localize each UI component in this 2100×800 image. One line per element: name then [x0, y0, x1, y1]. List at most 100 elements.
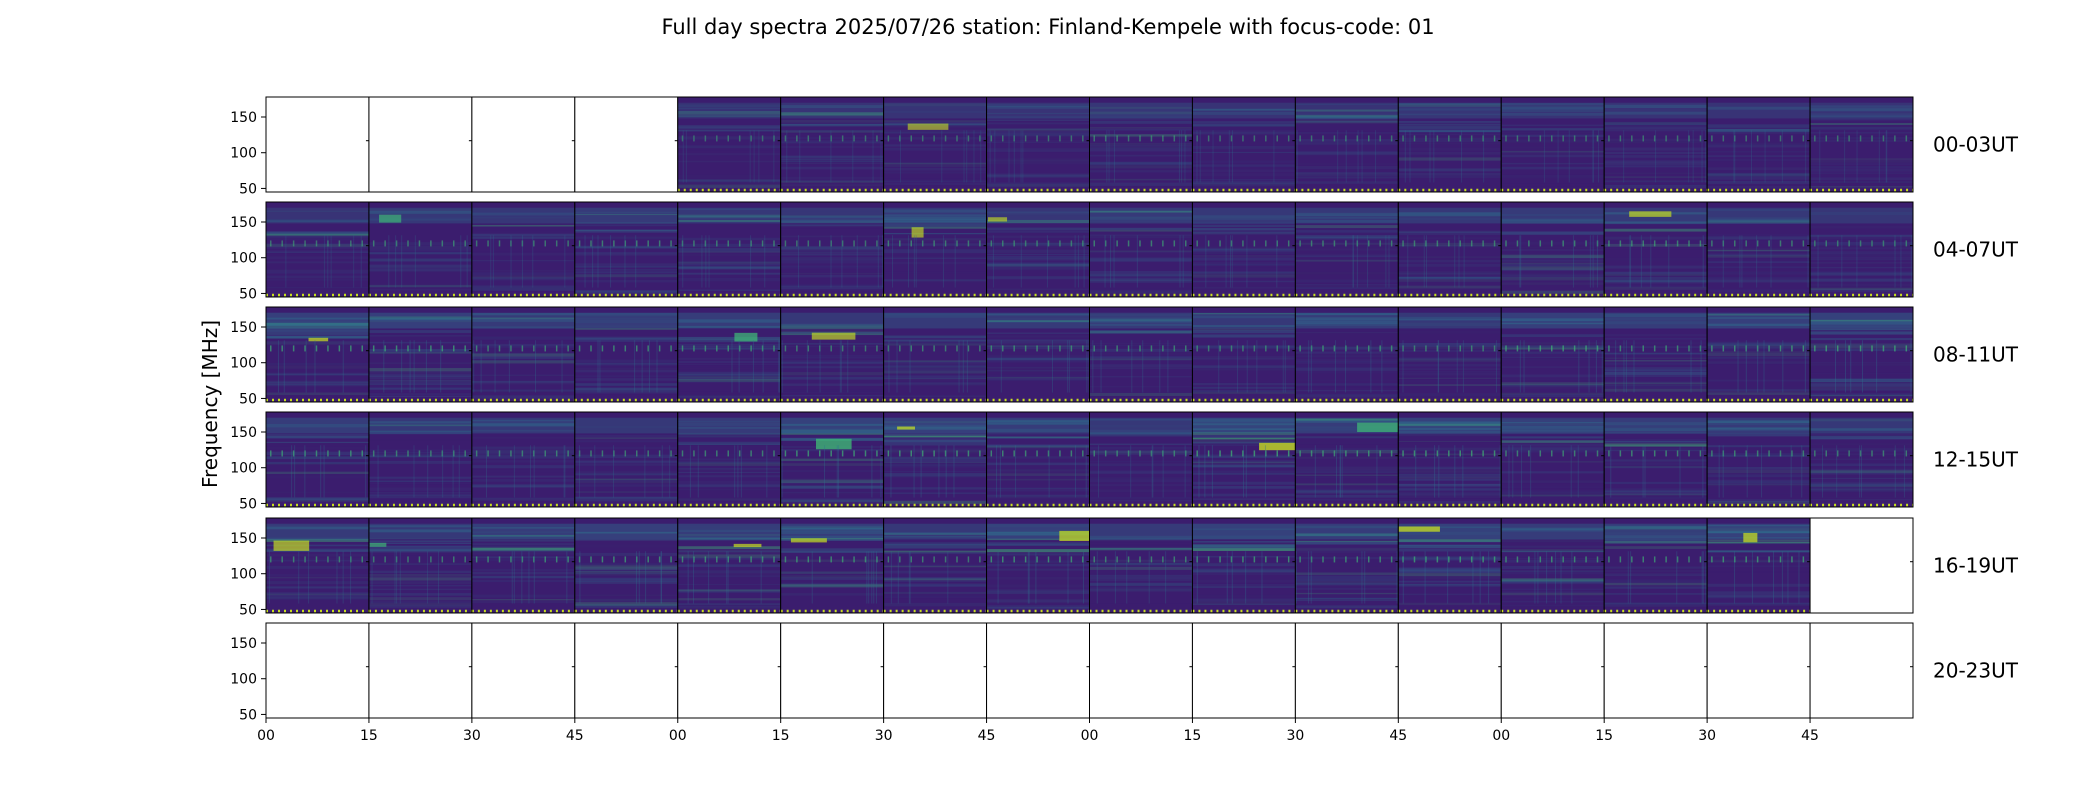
row-label: 12-15UT: [1933, 448, 2019, 472]
spectrum-panel: [1809, 201, 1914, 298]
spectrum-panel: [1191, 622, 1296, 719]
y-tick-label: 100: [230, 356, 257, 372]
spectrum-panel: [265, 622, 370, 719]
spectra-rows: 50 100 150 00-03UT 50 100 150 04-07UT 50 100 150 08…: [230, 96, 2019, 723]
spectrum-panel: [1603, 96, 1708, 193]
x-tick-label: 45: [566, 728, 584, 744]
spectrum-panel: [1089, 622, 1193, 719]
spectrum-panel: [1603, 622, 1708, 719]
spectrum-panel: [677, 411, 782, 508]
spectrum-panel: [986, 96, 1090, 193]
y-tick-label: 150: [230, 425, 257, 441]
y-tick-label: 50: [239, 181, 257, 197]
spectrum-panel: [1603, 517, 1708, 614]
y-tick-label: 50: [239, 707, 257, 723]
spectrum-panel: [1706, 201, 1811, 298]
spectrum-panel: [368, 201, 473, 298]
spectrum-panel: [1397, 622, 1502, 719]
spectrum-panel: [368, 517, 473, 614]
spectrum-panel: [1706, 306, 1811, 403]
spectrum-panel: [780, 306, 885, 403]
y-tick-label: 150: [230, 531, 257, 547]
spectrum-panel: [1500, 622, 1605, 719]
spectrum-panel: [1191, 201, 1296, 298]
spectrum-panel: [1294, 411, 1400, 508]
x-tick-label: 30: [875, 728, 893, 744]
y-tick-label: 100: [230, 146, 257, 162]
spectrum-panel: [471, 411, 576, 508]
y-axis-label: Frequency [MHz]: [198, 320, 222, 488]
x-tick-label: 00: [1492, 728, 1510, 744]
spectrum-panel: [471, 306, 576, 403]
spectrum-panel: [574, 622, 679, 719]
spectrum-panel: [368, 306, 473, 403]
spectrum-panel: [265, 96, 370, 193]
spectrum-panel: [780, 517, 885, 614]
spectrum-panel: [677, 201, 782, 298]
y-tick-label: 100: [230, 672, 257, 688]
spectrum-panel: [1191, 96, 1296, 193]
spectrum-panel: [986, 411, 1090, 508]
spectrum-panel: [1500, 517, 1605, 614]
y-tick-label: 150: [230, 636, 257, 652]
x-tick-label: 00: [257, 728, 275, 744]
y-tick-label: 50: [239, 496, 257, 512]
spectrum-panel: [677, 96, 782, 193]
spectrum-panel: [1191, 306, 1296, 403]
spectra-row: 50 100 150 00-03UT: [230, 96, 2019, 197]
y-tick-label: 100: [230, 461, 257, 477]
spectrum-panel: [368, 411, 473, 508]
spectrum-panel: [1809, 411, 1914, 508]
spectrum-panel: [677, 306, 782, 403]
y-tick-label: 50: [239, 286, 257, 302]
row-label: 20-23UT: [1933, 659, 2019, 683]
spectrum-panel: [1706, 411, 1811, 508]
spectrum-panel: [265, 201, 370, 298]
y-tick-label: 150: [230, 320, 257, 336]
spectrum-panel: [780, 96, 885, 193]
spectrum-panel: [1294, 96, 1399, 193]
spectrum-panel: [1191, 517, 1297, 614]
spectrum-panel: [471, 96, 576, 193]
spectrum-panel: [1294, 306, 1399, 403]
x-tick-label: 45: [1801, 728, 1819, 744]
spectrum-panel: [265, 517, 370, 614]
spectrum-panel: [883, 411, 988, 508]
spectrum-panel: [1809, 306, 1914, 403]
spectrum-panel: [1397, 96, 1502, 193]
spectra-row: 50 100 150 16-19UT: [230, 517, 2019, 618]
spectrum-panel: [883, 306, 988, 403]
spectrum-panel: [368, 96, 473, 193]
spectrum-panel: [1809, 517, 1914, 614]
spectrum-panel: [1089, 96, 1193, 193]
x-tick-label: 00: [1081, 728, 1099, 744]
spectrum-panel: [1706, 517, 1811, 614]
spectrum-panel: [1397, 201, 1502, 298]
row-label: 04-07UT: [1933, 238, 2019, 262]
spectrum-panel: [265, 306, 370, 403]
row-label: 08-11UT: [1933, 343, 2019, 367]
y-tick-label: 150: [230, 215, 257, 231]
spectrum-panel: [986, 622, 1090, 719]
spectrum-panel: [1089, 306, 1193, 403]
spectrum-panel: [1500, 306, 1605, 403]
spectra-row: 50 100 150 04-07UT: [230, 201, 2019, 302]
row-label: 16-19UT: [1933, 554, 2019, 578]
spectrum-panel: [1089, 411, 1193, 508]
y-tick-label: 150: [230, 110, 257, 126]
spectrum-panel: [1191, 411, 1299, 508]
x-tick-label: 15: [1595, 728, 1613, 744]
spectrum-panel: [471, 622, 576, 719]
spectrum-panel: [368, 622, 473, 719]
spectrum-panel: [1809, 96, 1914, 193]
spectrum-panel: [780, 622, 885, 719]
spectrum-panel: [1500, 201, 1605, 298]
spectrum-panel: [1500, 411, 1605, 508]
spectrum-panel: [677, 517, 782, 614]
spectrum-panel: [574, 201, 679, 298]
x-tick-label: 30: [1698, 728, 1716, 744]
spectrum-panel: [1397, 517, 1502, 614]
spectrum-panel: [574, 517, 679, 614]
spectrum-panel: [471, 517, 576, 614]
